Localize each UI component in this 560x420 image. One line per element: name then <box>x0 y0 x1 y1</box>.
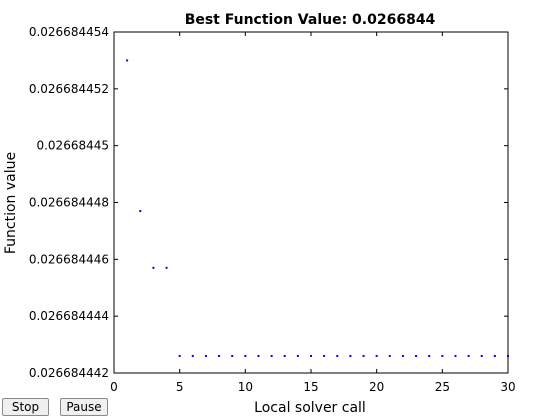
x-tick-label: 10 <box>238 380 253 394</box>
pause-button[interactable]: Pause <box>60 398 108 416</box>
data-point <box>296 354 299 357</box>
data-point <box>493 354 496 357</box>
y-axis-label: Function value <box>3 152 19 254</box>
data-point <box>375 354 378 357</box>
x-tick-label: 5 <box>176 380 184 394</box>
data-point <box>336 354 339 357</box>
data-points <box>126 59 509 357</box>
data-point <box>283 354 286 357</box>
x-tick-label: 0 <box>110 380 118 394</box>
data-point <box>204 354 207 357</box>
data-point <box>507 354 509 357</box>
x-tick-label: 25 <box>435 380 450 394</box>
data-point <box>310 354 312 357</box>
x-axis-label: Local solver call <box>254 400 366 416</box>
data-point <box>270 354 273 357</box>
y-tick-label: 0.02668445 <box>36 139 109 153</box>
data-point <box>467 354 470 357</box>
data-point <box>401 354 404 357</box>
data-point <box>231 354 234 357</box>
axis-ticks: 0 5 10 15 20 25 30 0.026684442 0.026684444 0.0266… <box>29 25 516 394</box>
data-point <box>415 354 418 357</box>
data-point <box>257 354 260 357</box>
data-point <box>388 354 391 357</box>
data-point <box>428 354 431 357</box>
chart-title: Best Function Value: 0.0266844 <box>185 12 436 28</box>
y-tick-label: 0.026684452 <box>29 82 109 96</box>
data-point <box>139 210 142 213</box>
plot-area-border <box>113 31 509 374</box>
stop-button[interactable]: Stop <box>2 398 49 416</box>
data-point <box>126 59 129 62</box>
data-point <box>178 354 181 357</box>
y-tick-label: 0.026684442 <box>29 366 109 380</box>
data-point <box>323 354 326 357</box>
x-tick-label: 30 <box>500 380 515 394</box>
data-point <box>191 354 194 357</box>
data-point <box>152 266 155 269</box>
data-point <box>165 266 168 269</box>
y-tick-label: 0.026684454 <box>29 25 109 39</box>
data-point <box>441 354 444 357</box>
y-tick-label: 0.026684444 <box>29 309 109 323</box>
y-tick-label: 0.026684448 <box>29 196 109 210</box>
data-point <box>480 354 483 357</box>
data-point <box>218 354 221 357</box>
y-tick-label: 0.026684446 <box>29 252 109 266</box>
data-point <box>244 354 247 357</box>
x-tick-label: 20 <box>369 380 384 394</box>
axes-frame <box>113 31 509 374</box>
data-point <box>349 354 352 357</box>
data-point <box>454 354 457 357</box>
x-tick-label: 15 <box>303 380 318 394</box>
data-point <box>362 354 365 357</box>
